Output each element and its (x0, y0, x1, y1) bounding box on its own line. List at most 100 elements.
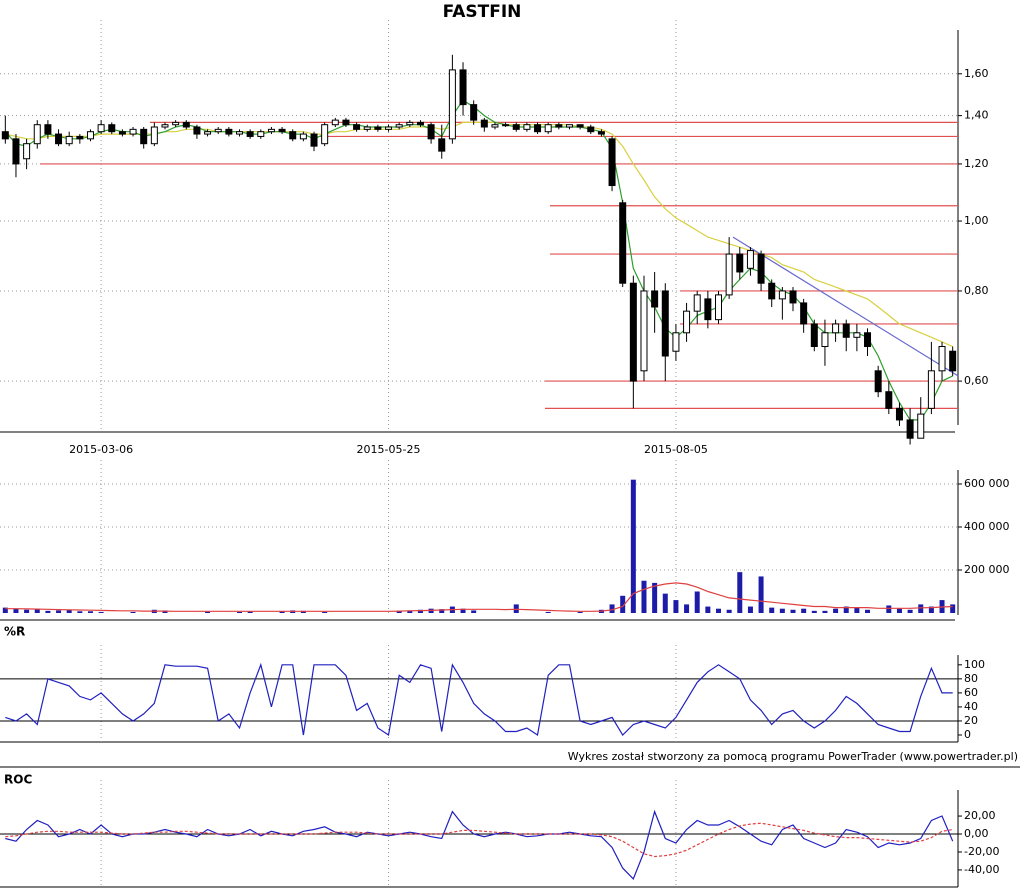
candle-body (895, 407, 903, 421)
candle-body (757, 253, 765, 284)
candle-body (150, 126, 158, 145)
y-tick-label: -20,00 (964, 845, 999, 858)
volume-bar (545, 611, 551, 613)
volume-bar (726, 609, 732, 613)
volume-bar (460, 608, 466, 613)
indicator-line (5, 662, 953, 737)
volume-bar (407, 610, 413, 613)
candle-body (416, 121, 424, 126)
volume-bar (205, 611, 211, 613)
candle-body (406, 121, 414, 126)
x-tick-label: 2015-08-05 (644, 443, 708, 456)
volume-bar (439, 609, 445, 613)
candle-body (927, 370, 935, 409)
volume-bar (34, 608, 40, 613)
candle-body (842, 323, 850, 338)
candle-body (534, 124, 542, 133)
volume-bar (790, 609, 796, 613)
volume-bar (716, 608, 721, 613)
y-tick-label: 1,00 (964, 214, 989, 227)
volume-bar (641, 580, 647, 613)
volume-bar (300, 610, 306, 613)
volume-bar (801, 608, 807, 613)
volume-bar (854, 607, 860, 613)
candle-body (864, 332, 872, 348)
y-tick-label: 40 (964, 700, 978, 713)
candle-body (374, 126, 382, 130)
candle-body (917, 413, 925, 439)
volume-bar (162, 610, 168, 613)
volume-bar (886, 605, 892, 613)
candle-body (459, 69, 467, 106)
candle-body (651, 290, 659, 308)
volume-bar (630, 479, 636, 613)
candle-body (597, 131, 605, 135)
y-tick-label: 1,60 (964, 67, 989, 80)
candle-body (448, 69, 456, 140)
candle-body (331, 119, 339, 126)
volume-bar (77, 611, 83, 613)
candle-body (385, 126, 393, 130)
volume-bar (896, 608, 902, 613)
candle-body (544, 124, 552, 133)
volume-bar (673, 600, 679, 613)
volume-bar (662, 593, 668, 613)
volume-bar (577, 611, 583, 613)
volume-bar (237, 611, 242, 613)
y-tick-label: 1,20 (964, 157, 989, 170)
y-tick-label: 80 (964, 672, 978, 685)
candle-body (778, 290, 786, 300)
volume-bar (694, 591, 700, 613)
volume-bar (279, 611, 285, 613)
volume-bar (13, 608, 19, 613)
candle-body (129, 128, 137, 135)
candle-body (182, 121, 190, 128)
candle-body (725, 253, 733, 296)
candle-body (1, 131, 9, 140)
volume-bar (66, 609, 72, 613)
volume-bar (417, 609, 423, 613)
candle-body (715, 294, 722, 321)
candle-body (800, 302, 808, 325)
candle-body (438, 138, 446, 152)
volume-bar (918, 604, 924, 613)
volume-bar (87, 611, 93, 613)
candle-body (789, 290, 797, 304)
candle-body (683, 310, 691, 334)
candle-body (193, 126, 201, 135)
y-tick-label: 0 (964, 728, 971, 741)
y-tick-label: 20,00 (964, 809, 996, 822)
y-tick-label: 400 000 (964, 520, 1010, 533)
candle-body (619, 202, 627, 284)
candle-body (214, 128, 222, 133)
candle-body (768, 282, 776, 300)
candle-body (299, 133, 307, 140)
candle-body (23, 143, 31, 160)
candle-body (523, 124, 531, 130)
volume-bar (779, 608, 785, 613)
candle-body (321, 124, 329, 145)
y-tick-label: 60 (964, 686, 978, 699)
candle-body (44, 124, 52, 135)
candle-body (704, 298, 712, 321)
candle-body (310, 133, 318, 147)
indicator-line (5, 822, 953, 858)
y-tick-label: 200 000 (964, 563, 1010, 576)
candle-body (246, 131, 254, 137)
candle-body (874, 370, 882, 393)
volume-bar (737, 572, 743, 613)
candle-body (267, 128, 275, 133)
y-tick-label: 0,80 (964, 284, 989, 297)
x-tick-label: 2015-05-25 (357, 443, 421, 456)
candle-body (12, 138, 20, 165)
candle-body (565, 124, 573, 128)
x-tick-label: 2015-03-06 (69, 443, 133, 456)
candle-body (821, 332, 829, 348)
volume-bar (56, 610, 62, 613)
volume-bar (705, 606, 711, 613)
volume-bar (247, 611, 253, 613)
volume-bar (907, 609, 913, 613)
y-tick-label: -40,00 (964, 863, 999, 876)
candle-body (86, 131, 94, 140)
candle-body (587, 126, 595, 133)
